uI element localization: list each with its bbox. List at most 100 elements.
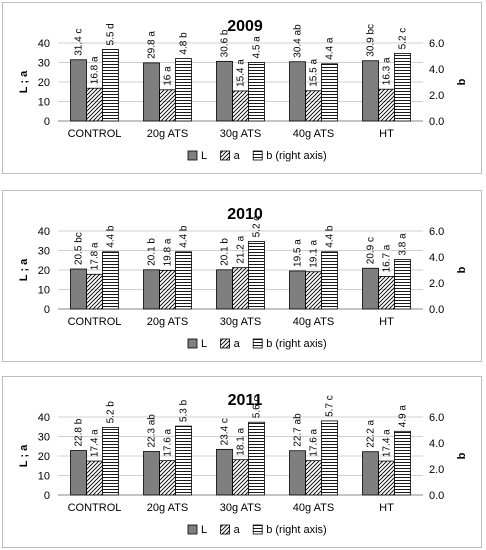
bar-l xyxy=(70,450,87,496)
chart-title: 2009 xyxy=(227,18,263,35)
data-label: 18.1 a xyxy=(236,427,247,455)
x-tick-label: 40g ATS xyxy=(293,128,334,140)
data-label: 16.7 a xyxy=(382,244,393,272)
data-label: 5.6 c xyxy=(252,397,263,419)
bar-a xyxy=(159,460,176,496)
chart-2009: 2009 0 10 20 30 40 0.0 2.0 4.0 6.0 L ; a b CONTROL 31… xyxy=(18,18,468,162)
data-label: 5.5 d xyxy=(106,23,117,45)
legend-swatch-l xyxy=(187,150,198,161)
data-label: 4.4 b xyxy=(179,225,190,248)
data-label: 15.5 a xyxy=(309,59,320,87)
x-tick-label: 40g ATS xyxy=(293,316,334,328)
bar-l xyxy=(216,60,233,122)
data-label: 19.5 a xyxy=(293,239,304,267)
x-tick-label: 30g ATS xyxy=(220,128,261,140)
bar-b-right-axis xyxy=(394,53,411,122)
data-label: 15.4 a xyxy=(236,59,247,87)
y-right-tick-label: 2.0 xyxy=(429,464,444,476)
y-left-axis-label: L ; a xyxy=(18,258,30,281)
y-right-tick-label: 4.0 xyxy=(429,252,444,264)
bar-b-right-axis xyxy=(248,421,265,496)
bar-l xyxy=(70,59,87,122)
bar-b-right-axis xyxy=(321,420,338,496)
bar-l xyxy=(143,451,160,496)
data-label: 23.4 c xyxy=(220,418,231,445)
legend-label: a xyxy=(234,150,241,162)
bar-a xyxy=(232,459,249,496)
data-label: 29.8 a xyxy=(147,31,158,59)
x-tick-label: 30g ATS xyxy=(220,316,261,328)
y-right-axis-label: b xyxy=(456,452,468,459)
data-label: 4.4 a xyxy=(325,37,336,60)
y-left-tick-label: 30 xyxy=(38,246,50,258)
chart-title: 2010 xyxy=(227,206,263,223)
bar-l xyxy=(362,267,379,310)
legend-label: b (right axis) xyxy=(266,524,327,536)
bar-a xyxy=(305,90,322,122)
data-label: 19.8 a xyxy=(163,238,174,266)
chart-2011: 2011 0 10 20 30 40 0.0 2.0 4.0 6.0 L ; a b CONTROL 22… xyxy=(18,392,468,536)
bar-a xyxy=(232,267,249,310)
data-label: 5.2 c xyxy=(252,216,263,238)
data-label: 17.6 a xyxy=(163,428,174,456)
data-label: 20.5 bc xyxy=(74,232,85,265)
y-left-tick-label: 40 xyxy=(38,412,50,424)
y-left-axis-label: L ; a xyxy=(18,444,30,467)
data-label: 20.9 c xyxy=(366,237,377,264)
x-tick-label: 20g ATS xyxy=(147,128,188,140)
data-label: 5.2 b xyxy=(106,401,117,424)
bar-a xyxy=(159,269,176,310)
y-right-tick-label: 0.0 xyxy=(429,490,444,502)
x-tick-label: HT xyxy=(379,316,394,328)
x-tick-label: CONTROL xyxy=(68,502,122,514)
bar-a xyxy=(159,89,176,122)
bar-b-right-axis xyxy=(102,251,119,310)
legend-swatch-b-right-axis xyxy=(252,338,263,349)
data-label: 30.6 b xyxy=(220,29,231,57)
y-left-tick-label: 0 xyxy=(44,304,50,316)
data-label: 22.8 b xyxy=(74,418,85,446)
y-left-tick-label: 10 xyxy=(38,97,50,109)
x-tick-label: 40g ATS xyxy=(293,502,334,514)
legend-label: b (right axis) xyxy=(266,338,327,350)
legend-label: a xyxy=(234,338,241,350)
legend-swatch-l xyxy=(187,338,198,349)
data-label: 17.4 a xyxy=(90,429,101,457)
bar-b-right-axis xyxy=(175,251,192,310)
y-right-tick-label: 6.0 xyxy=(429,226,444,238)
data-label: 4.4 b xyxy=(325,225,336,248)
y-right-tick-label: 6.0 xyxy=(429,38,444,50)
bar-l xyxy=(216,269,233,310)
legend-label: b (right axis) xyxy=(266,150,327,162)
y-left-axis-label: L ; a xyxy=(18,70,30,93)
legend-label: L xyxy=(201,524,207,536)
y-right-tick-label: 2.0 xyxy=(429,90,444,102)
data-label: 4.9 a xyxy=(398,405,409,428)
y-left-tick-label: 20 xyxy=(38,77,50,89)
data-label: 31.4 c xyxy=(74,29,85,56)
y-left-tick-label: 0 xyxy=(44,490,50,502)
legend-label: L xyxy=(201,338,207,350)
x-tick-label: 20g ATS xyxy=(147,502,188,514)
legend-swatch-b-right-axis xyxy=(252,150,263,161)
chart-2010: 2010 0 10 20 30 40 0.0 2.0 4.0 6.0 L ; a b CONTROL 20… xyxy=(18,206,468,350)
y-left-tick-label: 10 xyxy=(38,285,50,297)
legend-swatch-b-right-axis xyxy=(252,524,263,535)
y-left-tick-label: 30 xyxy=(38,432,50,444)
bar-a xyxy=(86,273,103,310)
bar-b-right-axis xyxy=(321,251,338,310)
legend-label: a xyxy=(234,524,241,536)
chart-title: 2011 xyxy=(228,392,263,409)
y-right-axis-label: b xyxy=(456,266,468,273)
chart-panel-2011: 2011 0 10 20 30 40 0.0 2.0 4.0 6.0 L ; a b CONTROL 22… xyxy=(2,376,482,548)
bar-a xyxy=(378,276,395,310)
data-label: 30.4 ab xyxy=(293,24,304,58)
y-left-tick-label: 10 xyxy=(38,471,50,483)
data-label: 16.3 a xyxy=(382,57,393,85)
legend-swatch-a xyxy=(220,338,231,349)
data-label: 20.1 b xyxy=(220,238,231,266)
bar-b-right-axis xyxy=(248,62,265,122)
chart-panel-2010: 2010 0 10 20 30 40 0.0 2.0 4.0 6.0 L ; a b CONTROL 20… xyxy=(2,190,482,362)
y-right-tick-label: 4.0 xyxy=(429,438,444,450)
x-tick-label: HT xyxy=(379,128,394,140)
